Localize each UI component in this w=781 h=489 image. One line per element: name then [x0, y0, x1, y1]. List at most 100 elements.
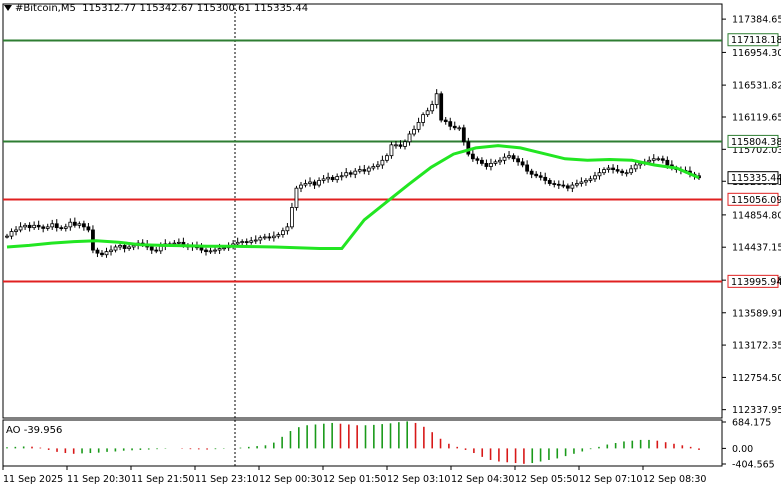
time-tick-label: 12 Sep 04:30 — [451, 474, 514, 485]
candle — [290, 202, 294, 230]
candle — [511, 153, 516, 162]
candle — [68, 218, 73, 231]
candle — [448, 117, 453, 131]
candle — [339, 171, 344, 181]
svg-text:113995.94: 113995.94 — [731, 277, 781, 288]
candle — [425, 107, 430, 117]
time-axis[interactable]: 11 Sep 2025 11 Sep 20:30 11 Sep 21:50 11 Se… — [2, 466, 706, 485]
dropdown-triangle-icon[interactable] — [4, 5, 12, 11]
candle — [27, 222, 32, 232]
candle — [543, 172, 548, 185]
main-chart-frame — [2, 3, 723, 467]
time-tick-label: 11 Sep 2025 — [3, 474, 63, 485]
candle — [362, 164, 367, 175]
svg-text:115056.09: 115056.09 — [731, 195, 781, 206]
candle — [276, 232, 281, 239]
candle — [235, 237, 240, 247]
candle — [262, 233, 267, 241]
candle — [303, 179, 308, 188]
candle — [267, 233, 272, 241]
candle — [565, 183, 570, 192]
candle — [529, 168, 534, 179]
candle — [461, 124, 466, 146]
candle — [484, 159, 489, 170]
price-tag-current: 115335.44 — [727, 171, 781, 185]
price-tick-label: 117384.65 — [732, 15, 781, 26]
candle — [443, 116, 448, 125]
candle — [335, 173, 340, 183]
price-tick-label: 113589.91 — [732, 308, 781, 319]
candle — [86, 222, 91, 233]
candle — [59, 225, 64, 231]
price-tick-label: 112754.50 — [732, 373, 781, 384]
price-tick-label: 115702.03 — [732, 145, 781, 156]
candle — [421, 112, 426, 127]
candle — [534, 171, 539, 179]
candle — [651, 154, 656, 165]
candle — [574, 179, 579, 188]
candle — [407, 130, 412, 146]
price-tags: 117118.18 115804.38 115335.44 115056.09 1139… — [727, 33, 781, 288]
time-tick-label: 11 Sep 23:10 — [195, 474, 258, 485]
price-tick-label: 114437.15 — [732, 243, 781, 254]
candle — [231, 240, 236, 250]
candle — [357, 165, 362, 174]
candle — [498, 157, 502, 165]
candle — [556, 180, 561, 189]
candle — [154, 246, 159, 254]
candle — [570, 181, 575, 193]
candle — [398, 140, 403, 149]
candle — [249, 236, 254, 245]
candle — [439, 91, 444, 123]
candle — [470, 149, 475, 162]
candle — [371, 163, 376, 171]
candle — [606, 164, 611, 173]
candle — [240, 239, 245, 246]
candle — [54, 219, 59, 232]
price-tag-green_lower: 115804.38 — [727, 134, 781, 148]
candle — [348, 170, 353, 178]
open-value: 115312.77 — [82, 3, 137, 14]
candle — [412, 125, 416, 137]
candle — [294, 185, 299, 211]
candle — [23, 222, 27, 230]
candle — [100, 250, 104, 258]
candle — [552, 180, 557, 188]
candle — [656, 156, 661, 162]
candle — [312, 179, 317, 189]
candle — [389, 141, 394, 159]
candle — [321, 175, 326, 184]
candle — [385, 153, 389, 163]
candle — [63, 223, 68, 232]
candle — [588, 175, 593, 183]
candle — [299, 181, 303, 193]
price-tick-label: 114854.80 — [732, 210, 781, 221]
candle — [81, 220, 86, 231]
candle — [579, 177, 584, 187]
candle — [561, 180, 566, 189]
candle — [457, 125, 462, 131]
candle — [95, 247, 100, 258]
price-tag-green_upper: 117118.18 — [727, 33, 781, 47]
level-lines[interactable] — [3, 39, 722, 283]
candle — [32, 221, 37, 230]
candle — [507, 151, 511, 160]
candle — [344, 168, 349, 179]
candle — [104, 247, 109, 258]
time-tick-label: 12 Sep 00:30 — [259, 474, 322, 485]
price-axis[interactable]: 117384.65 116954.30 116531.82 116119.65 1157… — [722, 15, 781, 417]
price-tick-label: 112337.95 — [732, 405, 781, 416]
candle — [525, 160, 530, 175]
svg-text:117118.18: 117118.18 — [731, 35, 781, 46]
candle — [285, 222, 290, 235]
candle — [466, 137, 471, 157]
candle — [72, 217, 77, 228]
svg-text:115335.44: 115335.44 — [731, 173, 781, 184]
candle — [91, 225, 95, 254]
candle — [602, 167, 606, 176]
candle — [353, 168, 358, 179]
price-tag-red_lower: 113995.94 — [727, 274, 781, 288]
candle — [660, 155, 665, 164]
